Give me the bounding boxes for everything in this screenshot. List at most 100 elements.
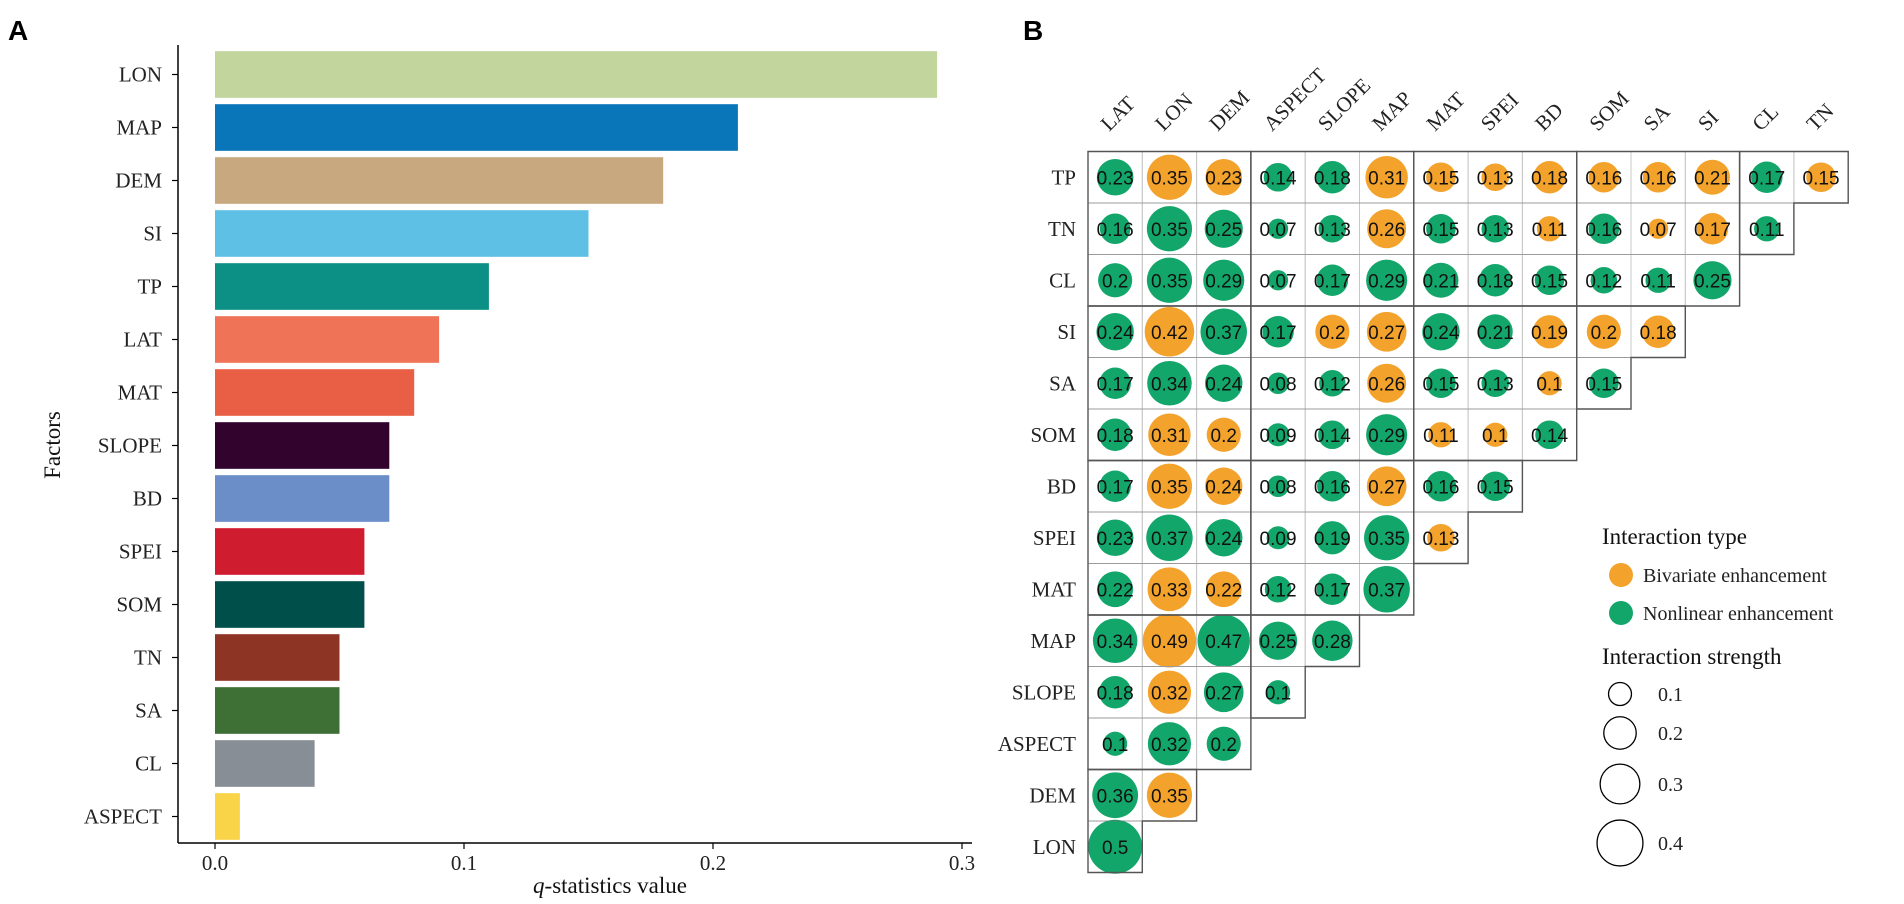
bivariate-bubble — [1588, 161, 1620, 193]
nonlinear-bubble — [1312, 620, 1353, 661]
x-tick-label: 0.3 — [949, 851, 975, 875]
legend-size-label: 0.3 — [1658, 774, 1683, 796]
cell-value: 0.12 — [1260, 580, 1297, 601]
cell-value: 0.1 — [1102, 735, 1128, 756]
cell-value: 0.09 — [1260, 426, 1297, 447]
nonlinear-bubble — [1092, 618, 1138, 664]
bivariate-bubble — [1537, 371, 1562, 396]
column-label: SOM — [1584, 86, 1633, 135]
x-tick-label: 0.2 — [700, 851, 726, 875]
bivariate-bubble — [1367, 209, 1407, 249]
column-label: BD — [1530, 98, 1568, 136]
bivariate-bubble — [1696, 213, 1729, 245]
nonlinear-bubble — [1092, 772, 1139, 819]
cell-value: 0.34 — [1097, 632, 1134, 653]
y-tick-label: MAT — [118, 381, 163, 405]
row-label: SA — [1049, 371, 1077, 395]
row-label: SPEI — [1033, 526, 1076, 550]
nonlinear-bubble — [1200, 308, 1247, 355]
nonlinear-bubble — [1098, 676, 1132, 709]
column-label: SA — [1639, 99, 1676, 136]
bivariate-bubble — [1147, 567, 1192, 612]
bivariate-bubble — [1205, 571, 1242, 608]
group-outline — [1738, 150, 1849, 256]
nonlinear-bubble — [1099, 213, 1131, 245]
cell-value: 0.34 — [1151, 374, 1188, 395]
cell-value: 0.42 — [1151, 323, 1188, 344]
nonlinear-bubble — [1693, 261, 1732, 300]
bar-chart-panel: LON MAP DEM SI TP LAT MAT SLOPE BD SPEI SOM TN SA CL A… — [40, 45, 975, 898]
cell-value: 0.16 — [1585, 168, 1622, 189]
bar-aspect — [215, 793, 240, 840]
cell-value: 0.37 — [1368, 580, 1405, 601]
group-outline — [1250, 614, 1361, 719]
bar-bd — [215, 475, 390, 522]
nonlinear-bubble — [1096, 158, 1134, 196]
group-outline — [1087, 768, 1198, 874]
cell-value: 0.31 — [1368, 168, 1405, 189]
nonlinear-bubble — [1266, 526, 1290, 550]
cell-value: 0.24 — [1205, 477, 1242, 498]
nonlinear-bubble — [1088, 819, 1143, 874]
bivariate-bubble — [1481, 163, 1510, 192]
bivariate-bubble — [1367, 363, 1407, 403]
cell-value: 0.37 — [1151, 529, 1188, 550]
nonlinear-bubble — [1363, 566, 1410, 613]
cell-value: 0.32 — [1151, 683, 1188, 704]
bivariate-bubble — [1147, 670, 1192, 714]
nonlinear-bubble — [1146, 514, 1193, 561]
cell-value: 0.22 — [1097, 580, 1134, 601]
nonlinear-bubble — [1481, 369, 1510, 398]
cell-value: 0.19 — [1314, 529, 1351, 550]
cell-value: 0.17 — [1314, 271, 1351, 292]
bivariate-bubble — [1806, 162, 1836, 193]
cell-value: 0.23 — [1097, 529, 1134, 550]
bivariate-bubble — [1144, 307, 1195, 357]
cell-value: 0.1 — [1265, 683, 1291, 704]
bar-tp — [215, 263, 489, 310]
cell-value: 0.13 — [1314, 220, 1351, 241]
row-label: ASPECT — [998, 732, 1076, 756]
row-label: TN — [1048, 217, 1076, 241]
nonlinear-bubble — [1426, 213, 1456, 244]
column-label: SI — [1693, 105, 1723, 135]
panel-label-b: B — [1023, 15, 1043, 46]
nonlinear-bubble — [1147, 722, 1192, 766]
cell-value: 0.18 — [1531, 168, 1568, 189]
nonlinear-bubble — [1479, 264, 1512, 297]
y-tick-label: SA — [135, 699, 163, 723]
column-label: DEM — [1204, 85, 1254, 135]
nonlinear-bubble — [1534, 265, 1565, 296]
bar-map — [215, 104, 738, 151]
nonlinear-bubble — [1099, 470, 1131, 502]
nonlinear-bubble — [1267, 270, 1289, 291]
cell-value: 0.14 — [1531, 426, 1568, 447]
interaction-legend: Interaction type Bivariate enhancement Non… — [1596, 524, 1834, 867]
x-tick-label: 0.1 — [451, 851, 477, 875]
nonlinear-bubble — [1146, 257, 1193, 303]
cell-value: 0.29 — [1368, 271, 1405, 292]
row-label: TP — [1051, 165, 1076, 189]
cell-value: 0.17 — [1260, 323, 1297, 344]
legend-size-circle — [1599, 763, 1641, 805]
legend-size-circle — [1607, 681, 1633, 707]
bar-sa — [215, 687, 340, 734]
nonlinear-bubble — [1315, 521, 1349, 555]
bar-slope — [215, 422, 390, 469]
nonlinear-bubble — [1203, 259, 1245, 301]
cell-value: 0.15 — [1531, 271, 1568, 292]
bivariate-bubble — [1366, 466, 1407, 507]
nonlinear-bubble — [1366, 259, 1408, 301]
cell-value: 0.25 — [1694, 271, 1731, 292]
cell-value: 0.31 — [1151, 426, 1188, 447]
y-tick-label: ASPECT — [84, 805, 162, 829]
cell-value: 0.24 — [1205, 374, 1242, 395]
y-tick-label: LON — [119, 63, 162, 87]
nonlinear-bubble — [1097, 571, 1134, 608]
cell-value: 0.2 — [1102, 271, 1128, 292]
cell-value: 0.26 — [1368, 374, 1405, 395]
cell-value: 0.16 — [1097, 220, 1134, 241]
cell-value: 0.15 — [1422, 168, 1459, 189]
